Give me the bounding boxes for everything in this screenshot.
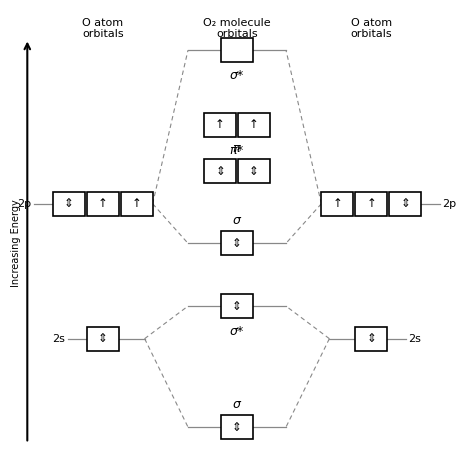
Bar	[238, 113, 270, 137]
Bar	[238, 159, 270, 183]
Text: 2s: 2s	[53, 334, 65, 344]
Text: $\pi$*: $\pi$*	[229, 144, 245, 157]
Bar	[87, 192, 118, 216]
Text: $\pi$: $\pi$	[232, 142, 242, 155]
Bar	[221, 231, 253, 256]
Text: Increasing Energy: Increasing Energy	[11, 199, 21, 287]
Text: 2s: 2s	[409, 334, 421, 344]
Text: ⇕: ⇕	[232, 421, 242, 433]
Bar	[221, 38, 253, 62]
Text: O atom
orbitals: O atom orbitals	[350, 18, 392, 39]
Text: O₂ molecule
orbitals: O₂ molecule orbitals	[203, 18, 271, 39]
Text: ⇕: ⇕	[249, 165, 259, 178]
Text: $\sigma$: $\sigma$	[232, 398, 242, 411]
Text: ↑: ↑	[98, 197, 108, 210]
Bar	[53, 192, 85, 216]
Text: ⇕: ⇕	[98, 332, 108, 345]
Text: $\sigma$: $\sigma$	[232, 214, 242, 227]
Text: ↑: ↑	[215, 118, 225, 131]
Bar	[204, 113, 236, 137]
Text: ⇕: ⇕	[232, 237, 242, 250]
Text: 2p: 2p	[18, 199, 32, 209]
Bar	[221, 294, 253, 318]
Bar	[389, 192, 421, 216]
Text: ↑: ↑	[366, 197, 376, 210]
Text: $\sigma$*: $\sigma$*	[229, 325, 245, 338]
Text: ⇕: ⇕	[64, 197, 74, 210]
Text: ⇕: ⇕	[366, 332, 376, 345]
Text: 2p: 2p	[442, 199, 456, 209]
Bar	[87, 327, 118, 351]
Bar	[321, 192, 354, 216]
Bar	[356, 327, 387, 351]
Text: ⇕: ⇕	[400, 197, 410, 210]
Text: ↑: ↑	[332, 197, 342, 210]
Text: ↑: ↑	[249, 118, 259, 131]
Bar	[221, 415, 253, 439]
Bar	[204, 159, 236, 183]
Text: $\sigma$*: $\sigma$*	[229, 69, 245, 82]
Text: ⇕: ⇕	[232, 300, 242, 313]
Text: ⇕: ⇕	[215, 165, 225, 178]
Bar	[356, 192, 387, 216]
Bar	[120, 192, 153, 216]
Text: O atom
orbitals: O atom orbitals	[82, 18, 124, 39]
Text: ↑: ↑	[132, 197, 142, 210]
